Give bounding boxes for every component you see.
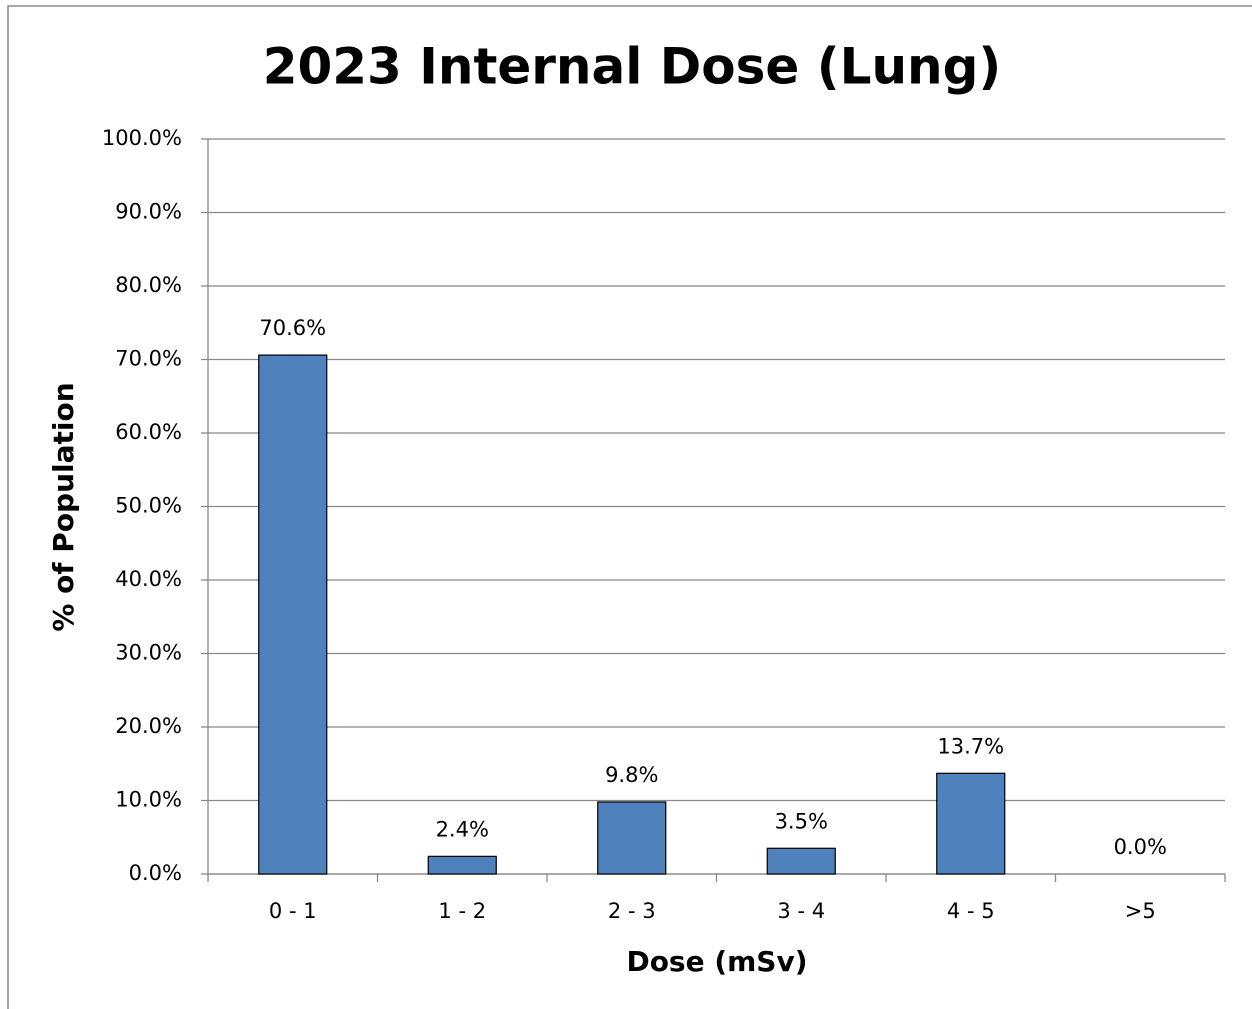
x-tick-label: 1 - 2 [438,899,486,923]
y-tick-label: 0.0% [129,861,182,885]
y-tick-label: 30.0% [115,641,182,665]
x-tick-label: >5 [1125,899,1156,923]
y-tick-label: 90.0% [115,200,182,224]
y-tick-label: 100.0% [102,126,182,150]
x-tick-label: 3 - 4 [777,899,825,923]
y-tick-label: 50.0% [115,494,182,518]
x-tick-label: 0 - 1 [269,899,317,923]
bar [427,855,497,875]
x-tick-label: 2 - 3 [608,899,656,923]
x-axis-title: Dose (mSv) [626,945,807,978]
bar [766,847,836,875]
data-label: 9.8% [605,763,658,787]
y-tick-label: 80.0% [115,273,182,297]
bar [597,801,667,875]
y-axis-title: % of Population [47,382,80,631]
y-tick-label: 70.0% [115,347,182,371]
data-label: 2.4% [436,817,489,841]
bar [936,772,1006,875]
data-label: 13.7% [937,734,1004,758]
y-tick-label: 40.0% [115,567,182,591]
y-tick-label: 10.0% [115,788,182,812]
y-tick-label: 60.0% [115,420,182,444]
x-tick-label: 4 - 5 [947,899,995,923]
chart-title: 2023 Internal Dose (Lung) [263,38,1002,96]
data-label: 3.5% [775,809,828,833]
y-tick-label: 20.0% [115,714,182,738]
bar [258,354,328,875]
data-label: 70.6% [259,316,326,340]
data-label: 0.0% [1114,835,1167,859]
